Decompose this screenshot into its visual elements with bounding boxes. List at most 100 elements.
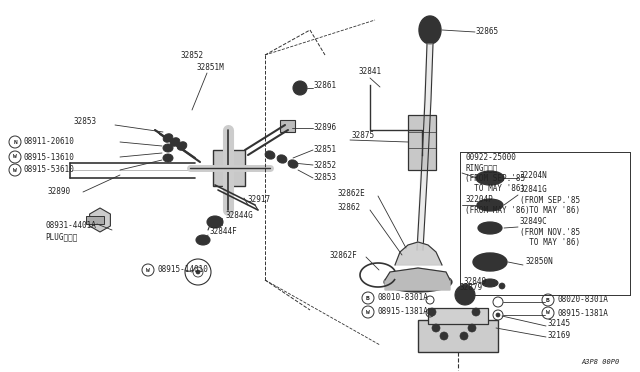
Text: B: B — [546, 298, 550, 302]
Bar — [86, 216, 104, 224]
Polygon shape — [385, 268, 450, 290]
Circle shape — [496, 313, 500, 317]
Text: 32204P: 32204P — [465, 196, 493, 205]
Circle shape — [474, 310, 478, 314]
Text: 08915-1381A: 08915-1381A — [377, 308, 428, 317]
Text: (FROM NOV.'85: (FROM NOV.'85 — [520, 228, 580, 237]
Text: TO MAY '86): TO MAY '86) — [465, 183, 525, 192]
Text: 00922-25000: 00922-25000 — [465, 154, 516, 163]
Text: 32145: 32145 — [548, 320, 571, 328]
Text: 32169: 32169 — [548, 330, 571, 340]
Ellipse shape — [485, 225, 495, 231]
Ellipse shape — [478, 222, 502, 234]
Text: 32841G: 32841G — [520, 186, 548, 195]
Circle shape — [440, 332, 448, 340]
Bar — [213, 150, 245, 186]
Text: PLUGプラグ: PLUGプラグ — [45, 232, 77, 241]
Ellipse shape — [207, 216, 223, 228]
Text: 32841: 32841 — [358, 67, 381, 77]
Text: 32917: 32917 — [247, 196, 270, 205]
Ellipse shape — [179, 143, 185, 149]
Text: W: W — [146, 267, 150, 273]
Circle shape — [442, 334, 446, 338]
Circle shape — [429, 311, 431, 314]
Text: W: W — [13, 154, 17, 160]
Circle shape — [434, 326, 438, 330]
Text: 08931-4401A: 08931-4401A — [45, 221, 96, 230]
Text: 08915-53610: 08915-53610 — [23, 166, 74, 174]
Text: 32875: 32875 — [352, 131, 375, 140]
Ellipse shape — [177, 142, 187, 150]
Polygon shape — [417, 44, 433, 250]
Polygon shape — [395, 242, 442, 265]
Circle shape — [499, 283, 505, 289]
Text: 32852: 32852 — [313, 160, 336, 170]
Text: 32862F: 32862F — [330, 250, 358, 260]
Text: 32865: 32865 — [475, 28, 498, 36]
Text: 08020-8301A: 08020-8301A — [557, 295, 608, 305]
Text: (FROM SEP.'85: (FROM SEP.'85 — [520, 196, 580, 205]
Text: 32849: 32849 — [463, 278, 486, 286]
Ellipse shape — [166, 157, 170, 160]
Text: 08010-8301A: 08010-8301A — [377, 294, 428, 302]
Circle shape — [297, 85, 303, 91]
Ellipse shape — [200, 237, 207, 243]
Circle shape — [432, 324, 440, 332]
Ellipse shape — [163, 134, 173, 142]
Text: 08915-1381A: 08915-1381A — [557, 308, 608, 317]
Text: A3P8 00P0: A3P8 00P0 — [582, 359, 620, 365]
Ellipse shape — [265, 151, 275, 159]
Circle shape — [460, 332, 468, 340]
Bar — [408, 115, 436, 170]
Ellipse shape — [196, 235, 210, 245]
Text: 32851: 32851 — [313, 145, 336, 154]
Circle shape — [472, 308, 480, 316]
Text: 32879: 32879 — [460, 283, 483, 292]
Text: TO MAY '86): TO MAY '86) — [520, 237, 580, 247]
Text: 08911-20610: 08911-20610 — [23, 138, 74, 147]
Ellipse shape — [291, 162, 296, 166]
Ellipse shape — [170, 138, 180, 146]
Ellipse shape — [419, 16, 441, 44]
Text: 32844G: 32844G — [225, 211, 253, 219]
Ellipse shape — [473, 253, 507, 271]
Circle shape — [424, 32, 436, 44]
Ellipse shape — [477, 199, 503, 211]
Circle shape — [196, 270, 200, 274]
Text: 32844F: 32844F — [210, 228, 237, 237]
Text: 08915-14010: 08915-14010 — [157, 266, 208, 275]
Ellipse shape — [166, 147, 170, 150]
Text: RINGリング: RINGリング — [465, 164, 497, 173]
Ellipse shape — [480, 257, 500, 267]
Circle shape — [293, 81, 307, 95]
Circle shape — [455, 285, 475, 305]
Text: 32853: 32853 — [73, 118, 96, 126]
Text: 32849C: 32849C — [520, 218, 548, 227]
Circle shape — [468, 324, 476, 332]
Bar — [428, 308, 488, 324]
Ellipse shape — [165, 135, 171, 141]
Ellipse shape — [482, 279, 498, 287]
Text: 08915-13610: 08915-13610 — [23, 153, 74, 161]
Circle shape — [470, 326, 474, 330]
Text: 32890: 32890 — [48, 187, 71, 196]
Text: W: W — [366, 310, 370, 314]
Ellipse shape — [288, 160, 298, 168]
Text: N: N — [13, 140, 17, 144]
Text: B: B — [366, 295, 370, 301]
Text: 32862E: 32862E — [338, 189, 365, 198]
Circle shape — [461, 291, 469, 299]
Ellipse shape — [485, 202, 495, 208]
Text: 32862: 32862 — [338, 202, 361, 212]
Text: 32861: 32861 — [313, 80, 336, 90]
Bar — [280, 120, 295, 132]
Ellipse shape — [268, 153, 273, 157]
Ellipse shape — [483, 174, 497, 182]
Circle shape — [430, 310, 434, 314]
Ellipse shape — [277, 155, 287, 163]
Text: 32850N: 32850N — [525, 257, 553, 266]
Text: (FROM SEP.'85: (FROM SEP.'85 — [465, 173, 525, 183]
Text: TO MAY '86): TO MAY '86) — [520, 205, 580, 215]
Text: W: W — [546, 311, 550, 315]
Text: 32204N: 32204N — [520, 170, 548, 180]
